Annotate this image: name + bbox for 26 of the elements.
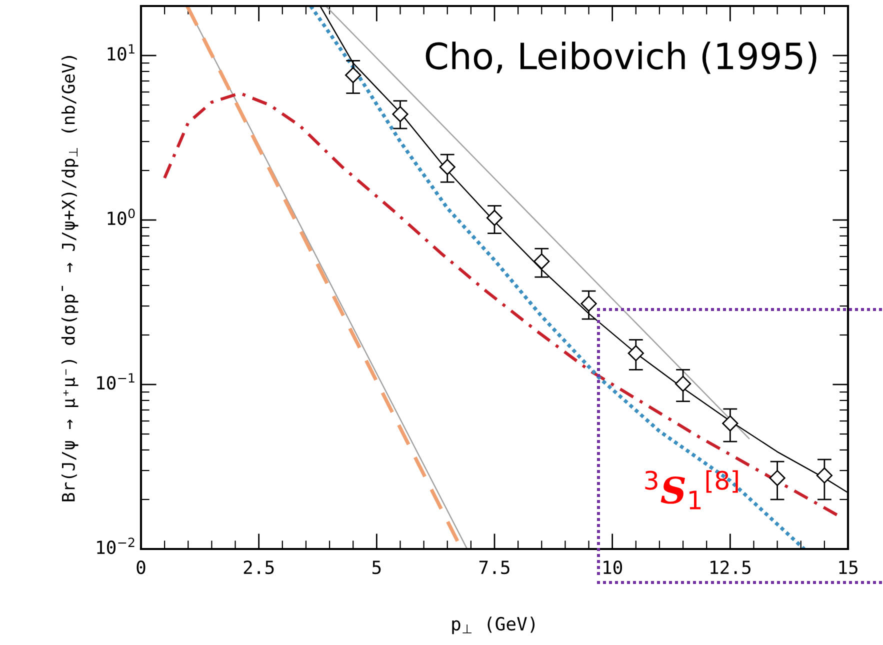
x-tick-label: 7.5 (479, 560, 510, 574)
point (722, 415, 738, 432)
y-tick-label: 10$^{−1}$ (97, 373, 134, 390)
y-tick-label: 10$^{−2}$ (97, 538, 134, 554)
x-tick-label: 5 (372, 560, 381, 574)
x-tick-label: 12.5 (710, 560, 750, 574)
x-tick-label: 10 (604, 560, 622, 574)
x-tick-label: 15 (839, 560, 858, 574)
point (674, 376, 692, 392)
point (769, 470, 786, 486)
annotation: $^{3}$S$_{1}$$^{[8]}$ (645, 470, 738, 510)
point (486, 210, 503, 226)
point (439, 158, 456, 176)
y-tick-label: 10$^{0}$ (108, 208, 135, 226)
x-tick-label: 2.5 (244, 560, 274, 574)
point (816, 467, 832, 484)
text: p$_{⊥}$ (GeV) (452, 616, 535, 634)
point (580, 296, 597, 312)
point (628, 345, 644, 362)
point (392, 106, 408, 122)
y-tick-label: 10$^{1}$ (108, 44, 134, 61)
x-tick-label: 0 (136, 560, 146, 574)
annotation: Cho, Leibovich (1995) (426, 42, 816, 74)
point (534, 253, 550, 270)
text: Br(J/ψ → μ⁺μ⁻) dσ(pp̄ → J/ψ+X)/dp$_{⊥}$ (nb/GeV) (61, 56, 78, 502)
point (345, 67, 362, 84)
